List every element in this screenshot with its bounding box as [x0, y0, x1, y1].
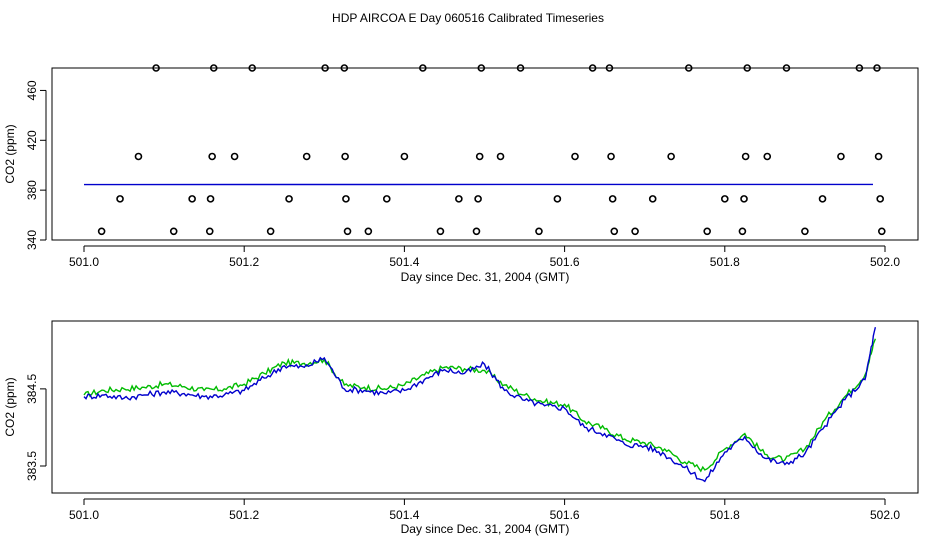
top-data-point — [607, 152, 615, 161]
bottom-x-tick-label: 501.8 — [710, 508, 740, 522]
top-data-point — [340, 64, 349, 72]
top-y-axis-label: CO2 (ppm) — [3, 124, 17, 183]
top-data-point — [400, 152, 409, 161]
top-x-tick-label: 501.2 — [229, 255, 259, 269]
bottom-y-axis: 383.5 384.5 — [25, 374, 47, 481]
bottom-series-line — [83, 338, 877, 473]
top-data-point — [608, 195, 617, 203]
top-data-point — [496, 152, 505, 161]
bottom-plot-marks — [83, 327, 877, 483]
bottom-x-tick-label: 501.6 — [550, 508, 580, 522]
bottom-panel: 383.5 384.5 501.0 501.2 501.4 501.6 501.8 502.… — [3, 320, 919, 536]
top-y-tick-label: 340 — [25, 230, 39, 250]
top-plot-marks — [83, 64, 886, 236]
bottom-x-axis-label: Day since Dec. 31, 2004 (GMT) — [401, 522, 570, 536]
top-data-point — [535, 227, 543, 236]
top-data-point — [516, 64, 525, 72]
top-data-point — [801, 227, 809, 236]
top-data-point — [266, 227, 275, 236]
top-data-point — [571, 152, 579, 161]
page-title: HDP AIRCOA E Day 060516 Calibrated Times… — [332, 11, 604, 25]
top-data-point — [818, 195, 827, 203]
top-y-tick-label: 460 — [25, 80, 39, 100]
top-data-point — [341, 152, 349, 161]
top-data-point — [475, 152, 484, 161]
top-data-point — [248, 64, 257, 72]
top-x-tick-label: 501.4 — [389, 255, 419, 269]
top-data-point — [205, 227, 214, 236]
top-data-point — [588, 64, 597, 72]
top-data-point — [874, 152, 883, 161]
top-y-tick-label: 420 — [25, 130, 39, 150]
top-data-point — [134, 152, 143, 161]
top-data-point — [610, 227, 619, 236]
top-x-axis: 501.0 501.2 501.4 501.6 501.8 502.0 — [69, 245, 900, 269]
top-data-point — [169, 227, 178, 236]
top-data-point — [837, 152, 845, 161]
top-x-axis-label: Day since Dec. 31, 2004 (GMT) — [401, 270, 570, 284]
top-data-point — [684, 64, 693, 72]
top-data-point — [553, 195, 562, 203]
top-data-point — [382, 195, 391, 203]
top-data-point — [285, 195, 293, 203]
top-y-axis: 340 380 420 460 — [25, 80, 47, 250]
top-data-point — [419, 64, 427, 72]
top-data-point — [230, 152, 239, 161]
top-data-point — [703, 227, 711, 236]
bottom-y-tick-label: 384.5 — [25, 374, 39, 404]
top-data-point — [876, 195, 884, 203]
top-data-point — [343, 227, 352, 236]
bottom-x-tick-label: 501.4 — [389, 508, 419, 522]
top-data-point — [474, 195, 482, 203]
top-data-point — [743, 64, 752, 72]
top-data-point — [455, 195, 463, 203]
bottom-plot-frame — [51, 320, 919, 494]
top-data-point — [855, 64, 864, 72]
top-data-point — [206, 195, 215, 203]
top-data-point — [97, 227, 106, 236]
top-data-point — [152, 64, 160, 72]
top-data-point — [763, 152, 772, 161]
top-y-tick-label: 380 — [25, 180, 39, 200]
top-x-tick-label: 501.0 — [69, 255, 99, 269]
top-data-point — [188, 195, 196, 203]
top-data-point — [302, 152, 311, 161]
top-data-point — [720, 195, 729, 203]
top-data-point — [873, 64, 881, 72]
top-data-point — [477, 64, 486, 72]
bottom-series-line — [83, 327, 877, 483]
top-data-point — [740, 195, 748, 203]
top-data-point — [738, 227, 747, 236]
bottom-x-tick-label: 501.0 — [69, 508, 99, 522]
top-data-point — [436, 227, 445, 236]
top-data-point — [209, 64, 218, 72]
bottom-y-axis-label: CO2 (ppm) — [3, 377, 17, 436]
top-plot-frame — [51, 67, 919, 241]
top-x-tick-label: 501.6 — [550, 255, 580, 269]
bottom-x-axis: 501.0 501.2 501.4 501.6 501.8 502.0 — [69, 498, 900, 522]
top-data-point — [208, 152, 216, 161]
top-data-point — [782, 64, 791, 72]
top-data-point — [116, 195, 124, 203]
top-x-tick-label: 502.0 — [870, 255, 900, 269]
bottom-y-tick-label: 383.5 — [25, 451, 39, 481]
top-data-point — [605, 64, 614, 72]
top-data-point — [342, 195, 350, 203]
top-x-tick-label: 501.8 — [710, 255, 740, 269]
top-data-point — [648, 195, 657, 203]
top-data-point — [631, 227, 639, 236]
top-data-point — [472, 227, 481, 236]
bottom-x-tick-label: 501.2 — [229, 508, 259, 522]
top-data-point — [877, 227, 886, 236]
top-data-point — [321, 64, 329, 72]
top-data-point — [364, 227, 373, 236]
top-data-point — [741, 152, 750, 161]
top-data-point — [667, 152, 675, 161]
bottom-x-tick-label: 502.0 — [870, 508, 900, 522]
